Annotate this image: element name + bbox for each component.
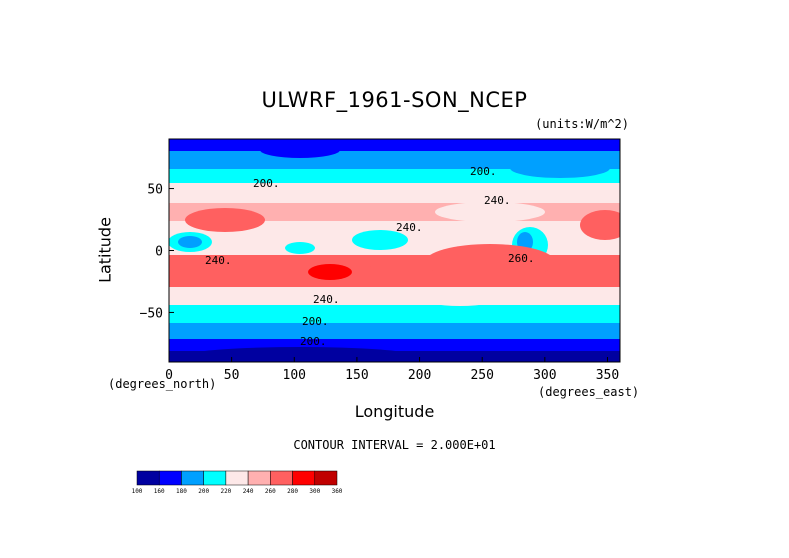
colorbar-label: 280 <box>287 488 298 495</box>
contour-label: 200. <box>253 177 280 190</box>
chart-title: ULWRF_1961-SON_NCEP <box>261 88 528 112</box>
units-label: (units:W/m^2) <box>535 117 629 131</box>
colorbar-swatch <box>292 470 316 486</box>
colorbar-label: 260 <box>265 488 276 495</box>
blob-east-red <box>580 210 620 240</box>
contour-label: 200. <box>300 335 327 348</box>
y-tick-label: 0 <box>155 245 163 260</box>
colorbar-label: 180 <box>176 488 187 495</box>
colorbar-label: 360 <box>332 488 343 495</box>
colorbar-label: 300 <box>309 488 320 495</box>
x-tick-label: 200 <box>408 368 431 383</box>
heatmap-field <box>169 139 620 362</box>
x-axis-unit: (degrees_east) <box>538 385 640 399</box>
blob-pacific-red <box>425 244 555 280</box>
colorbar-swatch <box>270 470 293 486</box>
contour-label: 240. <box>205 254 232 267</box>
blob-core-red <box>308 264 352 280</box>
contour-labels: 200. 200. 240. 240. 240. 260. 240. 200. … <box>205 165 535 348</box>
x-tick-label: 150 <box>345 368 368 383</box>
y-axis-unit: (degrees_north) <box>108 377 217 391</box>
y-ticks: 50 0 −50 <box>140 183 174 321</box>
colorbar-swatch <box>158 470 182 486</box>
x-tick-label: 0 <box>165 368 173 383</box>
x-tick-label: 100 <box>283 368 306 383</box>
band-south-high <box>169 323 620 339</box>
band-north-mid <box>169 169 620 183</box>
blob-north-pink <box>435 202 545 222</box>
y-tick-label: −50 <box>140 306 163 321</box>
blob-north-cyan <box>510 158 610 178</box>
contour-interval: CONTOUR INTERVAL = 2.000E+01 <box>293 438 496 452</box>
colorbar-label: 240 <box>243 488 254 495</box>
blob-indo-cyan <box>352 230 408 250</box>
blob-south-pink <box>420 290 500 306</box>
colorbar-swatch <box>203 470 227 486</box>
contour-label: 200. <box>470 165 497 178</box>
colorbar-label: 200 <box>198 488 209 495</box>
colorbar-swatch <box>314 470 338 486</box>
blob-south-deep <box>190 347 410 362</box>
band-north-sub <box>169 183 620 203</box>
contour-label: 240. <box>484 194 511 207</box>
colorbar-label: 220 <box>220 488 231 495</box>
band-south-sub <box>169 287 620 305</box>
colorbar-swatch <box>225 470 249 486</box>
contour-label: 240. <box>396 221 423 234</box>
x-ticks: 0 50 100 150 200 250 300 350 <box>165 357 619 383</box>
blob-indian-cyan <box>285 242 315 254</box>
blob-africa-red <box>185 208 265 232</box>
band-north-polar <box>169 139 620 151</box>
colorbar-swatch <box>181 470 204 486</box>
band-south-mid <box>169 305 620 323</box>
colorbar-label: 160 <box>154 488 165 495</box>
y-tick-label: 50 <box>147 183 163 198</box>
x-tick-label: 250 <box>470 368 493 383</box>
contour-label: 200. <box>302 315 329 328</box>
x-tick-label: 50 <box>224 368 240 383</box>
x-axis-label: Longitude <box>354 402 435 421</box>
colorbar-label: 100 <box>132 488 143 495</box>
x-tick-label: 300 <box>533 368 556 383</box>
contour-label: 260. <box>508 252 535 265</box>
blob-north-blue <box>260 142 340 158</box>
x-tick-label: 350 <box>596 368 619 383</box>
colorbar-swatch <box>136 470 160 486</box>
colorbar-swatch <box>247 470 271 486</box>
contour-label: 240. <box>313 293 340 306</box>
blob-africa-blue <box>178 236 202 248</box>
colorbar: 100 160 180 200 220 240 260 280 300 360 <box>132 470 343 495</box>
